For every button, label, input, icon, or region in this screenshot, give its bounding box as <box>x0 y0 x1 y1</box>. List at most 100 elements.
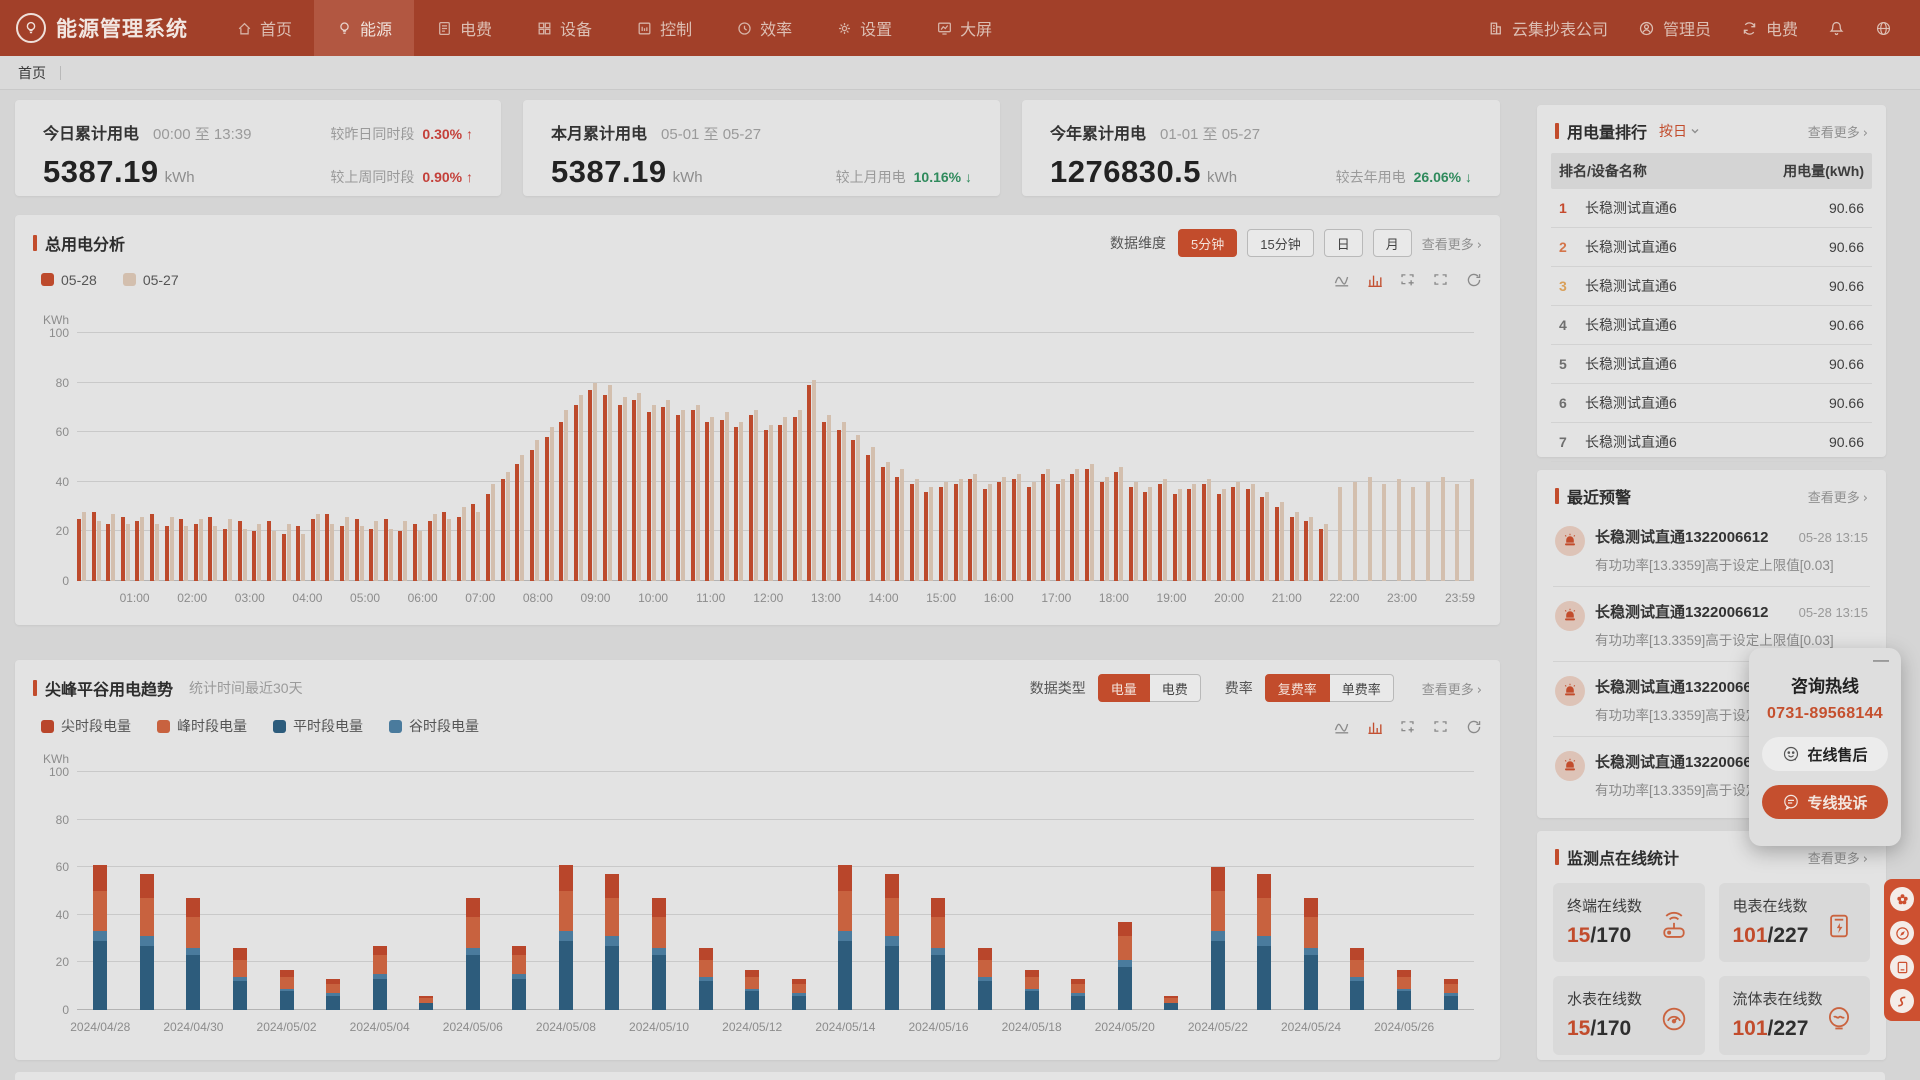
bar <box>968 479 973 581</box>
rate-button-复费率[interactable]: 复费率 <box>1264 674 1330 702</box>
bar <box>1075 469 1080 581</box>
toolbox-zoom-icon[interactable] <box>1399 718 1416 735</box>
device-name: 长稳测试直通6 <box>1585 239 1677 255</box>
bar <box>900 469 905 581</box>
ranking-more-link[interactable]: 查看更多 › <box>1807 124 1868 141</box>
stat-period: 00:00 至 13:39 <box>153 126 252 143</box>
toolbox-bar-icon[interactable] <box>1366 271 1383 288</box>
ranking-row[interactable]: 1 长稳测试直通6 90.66 <box>1551 189 1872 228</box>
siren-icon <box>1555 676 1585 706</box>
nav-item-首页[interactable]: 首页 <box>214 0 314 56</box>
nav-item-设备[interactable]: 设备 <box>514 0 614 56</box>
monitor-more-link[interactable]: 查看更多 › <box>1807 850 1868 867</box>
top-nav: 能源管理系统 首页 能源 电费 设备 控制 效率 设置 大屏 云集抄表公司 管理员 电费 <box>0 0 1920 56</box>
compass-tool-button[interactable] <box>1890 921 1914 945</box>
rate-button-单费率[interactable]: 单费率 <box>1329 674 1394 702</box>
toolbox-restore-icon[interactable] <box>1432 271 1449 288</box>
nav-item-设置[interactable]: 设置 <box>814 0 914 56</box>
segment-峰时段电量 <box>1210 891 1225 932</box>
legend-尖时段电量[interactable]: 尖时段电量 <box>41 716 131 736</box>
legend-05-27[interactable]: 05-27 <box>122 272 179 288</box>
bar-group <box>1055 333 1065 581</box>
segment-峰时段电量 <box>372 955 387 975</box>
bar <box>252 531 257 581</box>
company-switcher[interactable]: 云集抄表公司 <box>1487 16 1608 40</box>
online-service-button[interactable]: 在线售后 <box>1762 737 1888 771</box>
type-button-电费[interactable]: 电费 <box>1149 674 1201 702</box>
dimension-button-月[interactable]: 月 <box>1372 229 1412 257</box>
col-name: 排名/设备名称 <box>1559 163 1647 179</box>
dimension-button-日[interactable]: 日 <box>1323 229 1363 257</box>
nav-item-能源[interactable]: 能源 <box>314 0 415 56</box>
nav-item-电费[interactable]: 电费 <box>414 0 514 56</box>
minimize-button[interactable]: — <box>1873 652 1889 669</box>
stacked-bar <box>372 772 387 1010</box>
legend-谷时段电量[interactable]: 谷时段电量 <box>389 716 479 736</box>
toolbox-bar-icon[interactable] <box>1366 718 1383 735</box>
ranking-row[interactable]: 6 长稳测试直通6 90.66 <box>1551 384 1872 423</box>
col-value: 用电量(kWh) <box>1783 163 1864 179</box>
bar-group <box>705 333 715 581</box>
toolbox-restore-icon[interactable] <box>1432 718 1449 735</box>
stat-period: 01-01 至 05-27 <box>1160 126 1261 143</box>
siren-icon <box>1555 751 1585 781</box>
bar-group <box>778 333 788 581</box>
notifications-button[interactable] <box>1828 20 1845 37</box>
toolbox-zoom-icon[interactable] <box>1399 271 1416 288</box>
nav-item-效率[interactable]: 效率 <box>714 0 814 56</box>
chart2-more-link[interactable]: 查看更多 › <box>1421 681 1482 698</box>
language-button[interactable] <box>1875 20 1892 37</box>
segment-谷时段电量 <box>1303 948 1318 956</box>
toolbox-line-icon[interactable] <box>1333 718 1350 735</box>
bar-group <box>1099 333 1109 581</box>
s-curve-tool-button[interactable] <box>1890 989 1914 1013</box>
legend-label: 峰时段电量 <box>177 718 247 734</box>
document-tool-button[interactable] <box>1890 955 1914 979</box>
breadcrumb[interactable]: 首页 <box>18 64 46 81</box>
nav-item-控制[interactable]: 控制 <box>614 0 714 56</box>
ranking-filter-dropdown[interactable]: 按日 <box>1659 121 1700 141</box>
toolbox-refresh-icon[interactable] <box>1465 718 1482 735</box>
brand[interactable]: 能源管理系统 <box>0 0 214 56</box>
ranking-row[interactable]: 7 长稳测试直通6 90.66 <box>1551 423 1872 462</box>
alert-item[interactable]: 长稳测试直通1322006612 05-28 13:15 有功功率[13.3359]… <box>1553 593 1870 662</box>
bar <box>325 514 330 581</box>
bar <box>447 519 452 581</box>
monitor-card-终端在线数[interactable]: 终端在线数 15/170 <box>1553 883 1705 962</box>
legend-平时段电量[interactable]: 平时段电量 <box>273 716 363 736</box>
legend-swatch <box>273 719 286 733</box>
toolbox-line-icon[interactable] <box>1333 271 1350 288</box>
toolbox-refresh-icon[interactable] <box>1465 271 1482 288</box>
alert-item[interactable]: 长稳测试直通1322006612 05-28 13:15 有功功率[13.3359]… <box>1553 518 1870 587</box>
monitor-card-水表在线数[interactable]: 水表在线数 15/170 <box>1553 976 1705 1055</box>
complaint-line-button[interactable]: 专线投诉 <box>1762 785 1888 819</box>
usage-value: 90.66 <box>1828 395 1864 411</box>
legend-峰时段电量[interactable]: 峰时段电量 <box>157 716 247 736</box>
user-menu[interactable]: 管理员 <box>1638 16 1711 40</box>
monitor-card-电表在线数[interactable]: 电表在线数 101/227 <box>1718 883 1870 962</box>
mode-label: 电费 <box>1765 22 1798 39</box>
chart1-more-link[interactable]: 查看更多 › <box>1421 236 1482 253</box>
x-tick: 2024/05/24 <box>1280 1020 1342 1034</box>
dimension-button-15分钟[interactable]: 15分钟 <box>1247 229 1314 257</box>
segment-尖时段电量 <box>1257 874 1272 899</box>
ranking-row[interactable]: 2 长稳测试直通6 90.66 <box>1551 228 1872 267</box>
bar <box>515 464 520 581</box>
ranking-row[interactable]: 4 长稳测试直通6 90.66 <box>1551 306 1872 345</box>
legend-05-28[interactable]: 05-28 <box>41 272 97 288</box>
ranking-row[interactable]: 3 长稳测试直通6 90.66 <box>1551 267 1872 306</box>
monitor-card-流体表在线数[interactable]: 流体表在线数 101/227 <box>1718 976 1870 1055</box>
flower-tool-button[interactable] <box>1890 887 1914 911</box>
bar <box>1231 486 1236 581</box>
alerts-more-link[interactable]: 查看更多 › <box>1807 489 1868 506</box>
mode-switcher[interactable]: 电费 <box>1741 16 1798 40</box>
dimension-button-5分钟[interactable]: 5分钟 <box>1178 229 1238 257</box>
bar <box>680 409 685 581</box>
ranking-row[interactable]: 5 长稳测试直通6 90.66 <box>1551 345 1872 384</box>
bar <box>661 407 666 581</box>
nav-item-大屏[interactable]: 大屏 <box>914 0 1014 56</box>
edge-toolbar <box>1884 879 1920 1021</box>
type-button-电量[interactable]: 电量 <box>1097 674 1150 702</box>
stacked-bar <box>279 772 294 1010</box>
bar <box>125 523 130 581</box>
